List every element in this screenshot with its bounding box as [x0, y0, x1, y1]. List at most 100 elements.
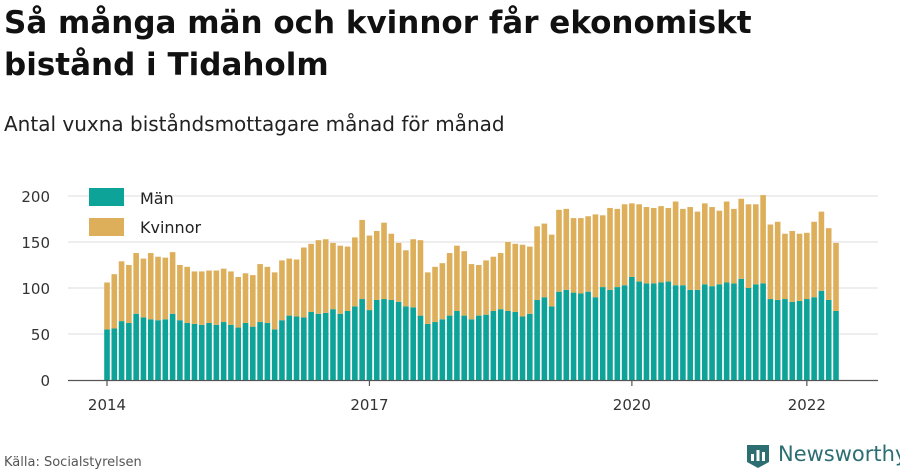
bar-men — [242, 322, 249, 380]
bar-men — [286, 315, 293, 380]
bar-men — [701, 284, 708, 380]
bar-kvinnor — [162, 257, 169, 320]
bar-men — [548, 306, 555, 380]
bar-men — [432, 322, 438, 380]
bar-men — [694, 289, 701, 380]
bar-men — [301, 317, 307, 380]
bar-men — [257, 322, 263, 380]
legend[interactable]: Män Kvinnor — [89, 188, 201, 237]
bar-men — [607, 289, 613, 380]
bar-kvinnor — [738, 198, 745, 279]
bar-men — [599, 287, 606, 380]
bar-men — [614, 287, 621, 380]
bar-kvinnor — [760, 195, 766, 284]
legend-label-women: Kvinnor — [140, 218, 201, 237]
bar-kvinnor — [395, 242, 402, 302]
bar-kvinnor — [315, 240, 322, 314]
bar-men — [556, 291, 562, 380]
bar-men — [490, 311, 497, 380]
bar-kvinnor — [250, 275, 256, 327]
bar-kvinnor — [534, 226, 540, 300]
bar-men — [760, 283, 766, 380]
bar-kvinnor — [155, 256, 161, 321]
bar-kvinnor — [417, 240, 424, 316]
bar-kvinnor — [359, 219, 365, 300]
bar-kvinnor — [818, 211, 825, 291]
bar-men — [235, 327, 242, 380]
bar-men — [220, 322, 227, 380]
bar-men — [381, 299, 387, 380]
bar-men — [505, 311, 511, 380]
bar-men — [147, 319, 154, 380]
bar-kvinnor — [490, 256, 497, 311]
bar-men — [825, 299, 832, 380]
bar-kvinnor — [636, 204, 642, 282]
bar-kvinnor — [753, 204, 759, 285]
bar-kvinnor — [519, 244, 526, 317]
bar-kvinnor — [388, 233, 395, 300]
bar-kvinnor — [322, 239, 329, 313]
bar-kvinnor — [344, 246, 351, 311]
bar-kvinnor — [774, 221, 781, 300]
bar-men — [395, 301, 402, 380]
bar-kvinnor — [424, 272, 431, 324]
x-axis: 2014 2017 2020 2022 — [68, 379, 878, 414]
bar-men — [468, 319, 475, 380]
bar-kvinnor — [723, 201, 730, 283]
x-tick-label: 2022 — [788, 396, 826, 414]
bar-kvinnor — [833, 242, 839, 311]
y-axis-ticks: 0 50 100 150 200 — [21, 188, 50, 390]
bar-kvinnor — [541, 223, 548, 298]
bar-kvinnor — [169, 252, 176, 314]
bar-men — [753, 284, 759, 380]
bar-men — [796, 300, 803, 380]
bar-men — [723, 282, 730, 380]
bar-men — [118, 321, 125, 380]
bar-men — [804, 299, 810, 380]
bar-kvinnor — [454, 245, 460, 311]
bar-kvinnor — [804, 232, 810, 300]
bar-kvinnor — [672, 201, 679, 286]
bar-kvinnor — [556, 209, 562, 292]
bar-kvinnor — [446, 253, 453, 316]
bar-men — [271, 329, 278, 380]
bar-kvinnor — [607, 207, 613, 290]
bar-kvinnor — [650, 207, 657, 284]
bar-kvinnor — [578, 218, 584, 294]
bar-series — [104, 195, 839, 380]
bar-men — [497, 309, 504, 380]
bar-men — [578, 293, 584, 380]
bar-kvinnor — [432, 266, 438, 323]
bar-men — [388, 299, 395, 380]
bar-kvinnor — [257, 264, 263, 323]
bar-kvinnor — [147, 253, 154, 320]
bar-men — [322, 312, 329, 380]
bar-kvinnor — [140, 258, 147, 318]
bar-kvinnor — [198, 271, 205, 325]
bar-men — [162, 319, 169, 380]
bar-kvinnor — [352, 237, 358, 307]
bar-kvinnor — [366, 235, 373, 311]
bar-kvinnor — [242, 273, 249, 323]
bar-men — [184, 322, 190, 380]
bar-kvinnor — [825, 228, 832, 300]
bar-men — [818, 290, 825, 380]
bar-kvinnor — [293, 259, 300, 317]
bar-men — [454, 311, 460, 380]
bar-men — [417, 315, 424, 380]
bar-men — [731, 283, 737, 380]
bar-men — [308, 311, 314, 380]
bar-men — [774, 299, 781, 380]
bar-kvinnor — [213, 270, 220, 325]
bar-men — [512, 311, 519, 380]
bar-men — [169, 313, 176, 380]
bar-men — [373, 299, 380, 380]
bar-kvinnor — [220, 268, 227, 323]
bar-kvinnor — [228, 271, 234, 325]
bar-men — [330, 309, 336, 380]
legend-swatch-women — [89, 218, 124, 236]
chart-title: Så många män och kvinnor får ekonomiskt … — [4, 5, 752, 83]
bar-men — [403, 306, 409, 380]
bar-kvinnor — [709, 207, 715, 287]
